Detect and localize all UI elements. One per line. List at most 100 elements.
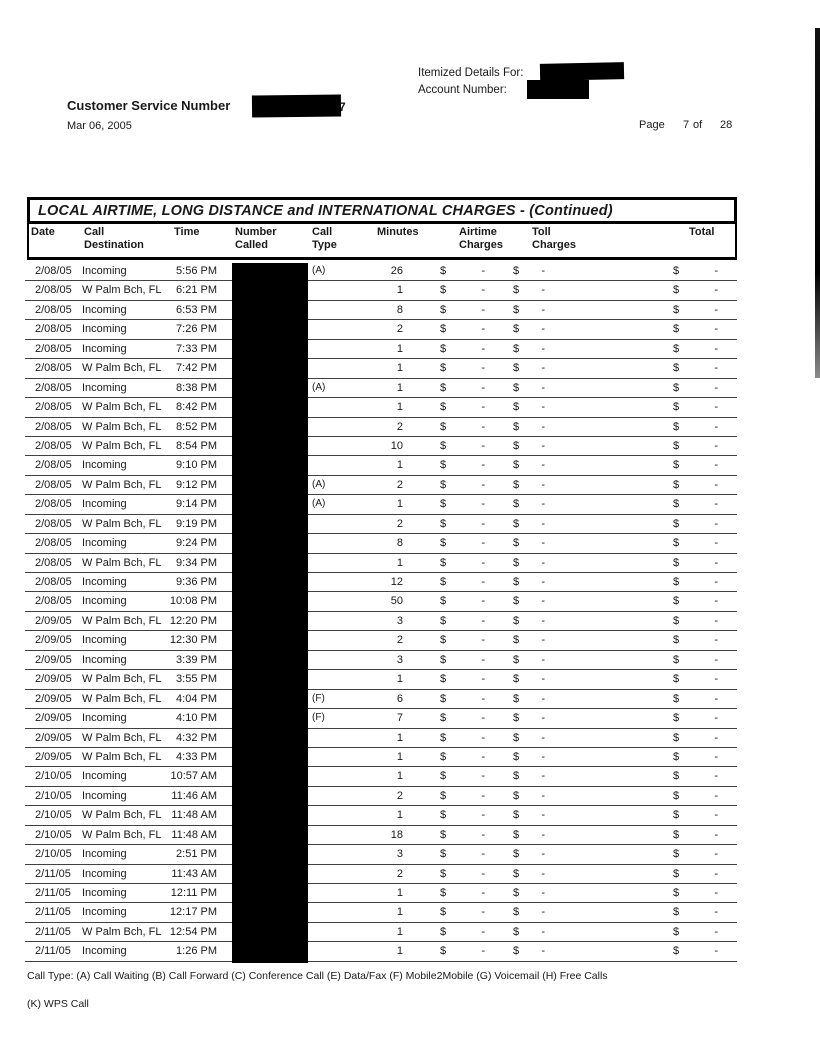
cell-airtime-amount: -	[481, 498, 485, 511]
table-row: 2/08/05 Incoming 9:36 PM 12 $ - $ - $ -	[25, 573, 737, 593]
cell-toll-currency: $	[513, 614, 520, 627]
cell-minutes: 1	[396, 906, 403, 919]
table-column-header: Date Call Destination Time Number Called…	[27, 224, 737, 260]
cell-total-currency: $	[673, 303, 680, 316]
cell-toll-amount: -	[541, 498, 545, 511]
cell-total-currency: $	[673, 284, 680, 297]
cell-total-currency: $	[673, 459, 680, 472]
table-row: 2/08/05 Incoming 10:08 PM 50 $ - $ - $ -	[25, 592, 737, 612]
cell-airtime-amount: -	[481, 692, 485, 705]
cell-airtime-currency: $	[440, 887, 447, 899]
cell-time: 9:12 PM	[176, 478, 217, 491]
cell-total-amount: -	[714, 945, 718, 958]
cell-date: 2/11/05	[35, 925, 71, 938]
cell-total-currency: $	[673, 925, 680, 938]
cell-minutes: 26	[390, 265, 403, 277]
cell-minutes: 2	[396, 634, 403, 647]
cell-airtime-currency: $	[440, 906, 447, 919]
cell-date: 2/11/05	[35, 887, 71, 899]
cell-toll-currency: $	[513, 498, 520, 511]
cell-airtime-currency: $	[440, 789, 447, 802]
cell-minutes: 1	[396, 809, 403, 822]
cell-time: 8:42 PM	[176, 401, 217, 414]
cell-minutes: 8	[396, 303, 403, 316]
cell-toll-amount: -	[541, 576, 545, 588]
cell-total-amount: -	[714, 459, 718, 472]
cell-total-amount: -	[714, 381, 718, 394]
cell-toll-amount: -	[541, 556, 545, 569]
cell-date: 2/09/05	[35, 750, 72, 763]
cell-airtime-amount: -	[481, 906, 485, 919]
cell-airtime-currency: $	[440, 498, 447, 511]
cell-total-currency: $	[673, 323, 680, 336]
table-title: LOCAL AIRTIME, LONG DISTANCE and INTERNA…	[38, 203, 613, 219]
cell-time: 7:26 PM	[176, 323, 217, 336]
cell-time: 8:54 PM	[176, 439, 217, 452]
cell-call-destination: W Palm Bch, FL	[82, 692, 162, 705]
cell-total-currency: $	[673, 828, 680, 841]
cell-toll-amount: -	[541, 731, 545, 744]
cell-minutes: 8	[396, 537, 403, 550]
cell-airtime-amount: -	[481, 595, 485, 608]
wps-call-note: (K) WPS Call	[27, 998, 89, 1010]
cell-call-destination: W Palm Bch, FL	[82, 673, 162, 686]
cell-call-type: (A)	[312, 265, 326, 276]
cell-airtime-amount: -	[481, 576, 485, 588]
cell-minutes: 1	[396, 945, 403, 958]
cell-call-destination: Incoming	[82, 323, 127, 336]
cell-airtime-amount: -	[481, 284, 485, 297]
cell-date: 2/09/05	[35, 712, 72, 725]
cell-toll-currency: $	[513, 867, 520, 880]
cell-airtime-amount: -	[481, 712, 485, 725]
number-called-redaction-column	[232, 263, 308, 963]
cell-total-amount: -	[714, 887, 718, 899]
cell-toll-amount: -	[541, 459, 545, 472]
cell-call-destination: W Palm Bch, FL	[82, 614, 162, 627]
cell-time: 4:32 PM	[176, 731, 217, 744]
cell-airtime-amount: -	[481, 887, 485, 899]
cell-airtime-currency: $	[440, 362, 447, 375]
table-row: 2/08/05 W Palm Bch, FL 9:34 PM 1 $ - $ -…	[25, 554, 737, 573]
table-row: 2/11/05 Incoming 1:26 PM 1 $ - $ - $ -	[25, 942, 737, 962]
cell-airtime-currency: $	[440, 284, 447, 297]
table-row: 2/08/05 Incoming 8:38 PM (A) 1 $ - $ - $…	[25, 379, 737, 399]
cell-call-destination: Incoming	[82, 595, 127, 608]
cell-minutes: 1	[396, 673, 403, 686]
cell-date: 2/08/05	[35, 265, 72, 277]
cell-minutes: 2	[396, 323, 403, 336]
table-row: 2/11/05 Incoming 12:11 PM 1 $ - $ - $ -	[25, 884, 737, 904]
cell-date: 2/09/05	[35, 731, 72, 744]
cell-time: 4:04 PM	[176, 692, 217, 705]
cell-time: 3:55 PM	[176, 673, 217, 686]
cell-date: 2/09/05	[35, 653, 72, 666]
cell-total-amount: -	[714, 420, 718, 433]
cell-date: 2/10/05	[35, 848, 72, 861]
cell-airtime-currency: $	[440, 265, 447, 277]
cell-total-amount: -	[714, 770, 718, 783]
table-row: 2/08/05 Incoming 9:24 PM 8 $ - $ - $ -	[25, 534, 737, 554]
cell-toll-amount: -	[541, 439, 545, 452]
cell-date: 2/10/05	[35, 828, 72, 841]
cell-total-amount: -	[714, 478, 718, 491]
cell-total-amount: -	[714, 595, 718, 608]
cell-toll-amount: -	[541, 809, 545, 822]
cell-toll-amount: -	[541, 712, 545, 725]
table-row: 2/10/05 W Palm Bch, FL 11:48 AM 18 $ - $…	[25, 826, 737, 846]
cell-minutes: 12	[390, 576, 403, 588]
cell-total-amount: -	[714, 284, 718, 297]
cell-toll-amount: -	[541, 692, 545, 705]
cell-toll-amount: -	[541, 750, 545, 763]
cell-call-destination: Incoming	[82, 265, 127, 277]
cell-minutes: 1	[396, 498, 403, 511]
cell-call-destination: Incoming	[82, 498, 127, 511]
col-header-toll-charges: Toll Charges	[532, 226, 577, 251]
cell-call-destination: W Palm Bch, FL	[82, 478, 162, 491]
cell-toll-amount: -	[541, 284, 545, 297]
cell-toll-currency: $	[513, 556, 520, 569]
table-row: 2/10/05 Incoming 10:57 AM 1 $ - $ - $ -	[25, 767, 737, 787]
cell-toll-currency: $	[513, 265, 520, 277]
itemized-details-redaction-box	[539, 62, 625, 81]
cell-time: 6:21 PM	[176, 284, 217, 297]
cell-airtime-amount: -	[481, 789, 485, 802]
customer-service-number-label: Customer Service Number	[67, 98, 231, 113]
